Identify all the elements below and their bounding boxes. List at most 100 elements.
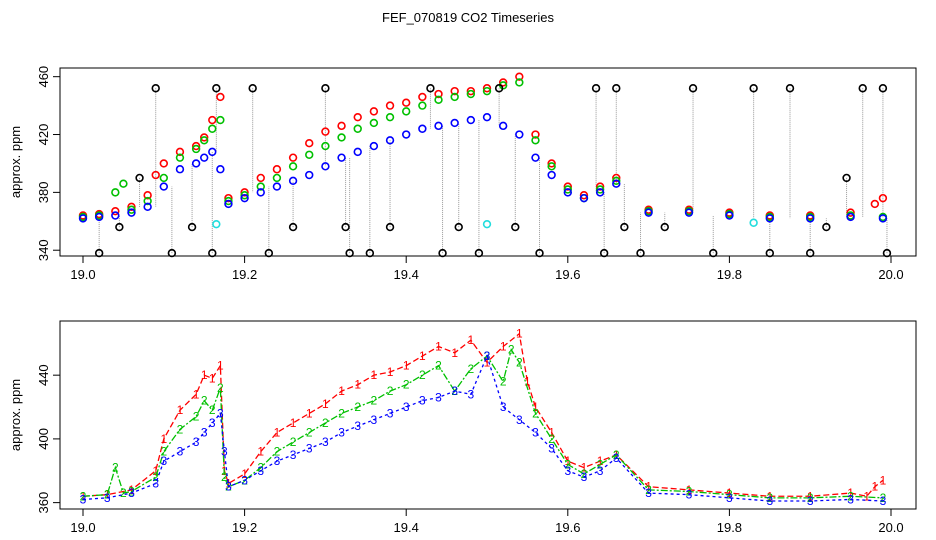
- point-series-2: [111, 188, 120, 197]
- point-series-2: [159, 173, 169, 183]
- top-x-tick-label: 19.4: [394, 267, 419, 282]
- marker-series-2: 2: [387, 384, 394, 398]
- top-axes: 19.0 19.2 19.4 19.6 19.8 20.0 340 380 420 460: [36, 66, 904, 282]
- point-series-3: [765, 214, 774, 223]
- point-series-2: [563, 185, 572, 194]
- marker-series-1: 1: [152, 464, 159, 478]
- point-series-spikes: [187, 222, 197, 232]
- point-series-spikes: [599, 248, 609, 258]
- point-series-2: [353, 124, 362, 133]
- point-series-spikes: [882, 248, 892, 258]
- point-series-2: [450, 92, 459, 102]
- marker-series-3: 3: [766, 494, 773, 508]
- point-series-2: [272, 173, 282, 183]
- point-series-3: [515, 130, 524, 139]
- point-series-1: [151, 170, 160, 180]
- point-series-2: [402, 107, 411, 116]
- point-series-3: [684, 208, 694, 217]
- point-series-1: [434, 89, 443, 99]
- point-series-3: [159, 182, 169, 191]
- bottom-x-tick-label: 19.4: [394, 520, 419, 535]
- point-series-3: [450, 118, 459, 128]
- point-series-3: [482, 112, 492, 122]
- marker-series-3: 3: [257, 464, 264, 478]
- point-series-3: [175, 165, 185, 174]
- point-series-spikes: [612, 84, 621, 93]
- marker-series-2: 2: [467, 362, 474, 376]
- marker-series-2: 2: [435, 359, 442, 373]
- point-series-1: [256, 173, 265, 183]
- marker-series-1: 1: [484, 355, 491, 369]
- marker-series-3: 3: [500, 400, 507, 414]
- line-series-1: [82, 332, 884, 497]
- point-series-1: [466, 86, 476, 96]
- marker-series-2: 2: [516, 355, 523, 369]
- marker-series-3: 3: [532, 426, 539, 440]
- marker-series-1: 1: [290, 416, 297, 430]
- marker-series-2: 2: [201, 394, 208, 408]
- point-series-2: [321, 141, 330, 151]
- point-series-spikes: [511, 222, 520, 232]
- point-series-spikes: [620, 222, 629, 232]
- marker-series-3: 3: [201, 426, 208, 440]
- point-series-2: [200, 136, 209, 145]
- point-series-2: [119, 179, 128, 188]
- marker-series-3: 3: [177, 445, 184, 459]
- marker-series-2: 2: [597, 457, 604, 471]
- marker-series-1: 1: [104, 488, 111, 502]
- point-series-spikes: [660, 222, 669, 232]
- marker-series-2: 2: [322, 416, 329, 430]
- point-series-spikes: [94, 248, 104, 258]
- marker-series-3: 3: [104, 491, 111, 505]
- figure-title: FEF_070819 CO2 Timeseries: [382, 10, 554, 25]
- marker-series-2: 2: [419, 368, 426, 382]
- point-series-spikes: [208, 248, 217, 258]
- point-series-2: [143, 196, 152, 206]
- point-series-2: [216, 115, 225, 125]
- marker-series-1: 1: [726, 486, 733, 500]
- point-series-2: [288, 162, 298, 171]
- point-series-1: [498, 78, 508, 87]
- marker-series-3: 3: [387, 406, 394, 420]
- point-series-3: [385, 136, 395, 145]
- point-series-3: [191, 159, 201, 168]
- marker-series-2: 2: [508, 343, 515, 357]
- point-series-1: [224, 193, 233, 203]
- point-series-3: [434, 121, 443, 131]
- marker-series-1: 1: [201, 368, 208, 382]
- marker-series-3: 3: [613, 451, 620, 465]
- top-x-tick-label: 19.8: [717, 267, 742, 282]
- marker-series-1: 1: [160, 432, 167, 446]
- point-series-3: [805, 214, 815, 223]
- point-series-1: [418, 92, 427, 102]
- point-series-3: [579, 193, 589, 203]
- marker-series-1: 1: [403, 359, 410, 373]
- marker-series-1: 1: [274, 426, 281, 440]
- point-series-spikes: [264, 248, 274, 258]
- marker-series-2: 2: [338, 406, 345, 420]
- marker-series-2: 2: [217, 381, 224, 395]
- marker-series-3: 3: [403, 400, 410, 414]
- marker-series-1: 1: [516, 327, 523, 341]
- point-series-1: [216, 92, 225, 102]
- marker-series-3: 3: [322, 435, 329, 449]
- marker-series-3: 3: [241, 473, 248, 487]
- marker-series-3: 3: [516, 413, 523, 427]
- point-series-1: [208, 115, 217, 125]
- marker-series-3: 3: [160, 454, 167, 468]
- point-series-cal: [749, 218, 758, 227]
- point-series-1: [579, 191, 589, 200]
- marker-series-1: 1: [371, 368, 378, 382]
- point-series-spikes: [454, 222, 463, 232]
- marker-series-2: 2: [112, 461, 119, 475]
- point-series-1: [402, 98, 411, 107]
- bottom-y-tick-label: 400: [36, 428, 51, 450]
- marker-series-3: 3: [686, 488, 693, 502]
- point-series-3: [878, 214, 888, 223]
- point-series-1: [482, 84, 492, 93]
- point-series-1: [191, 141, 201, 151]
- marker-series-1: 1: [217, 359, 224, 373]
- bottom-y-tick-label: 360: [36, 492, 51, 514]
- marker-series-1: 1: [871, 480, 878, 494]
